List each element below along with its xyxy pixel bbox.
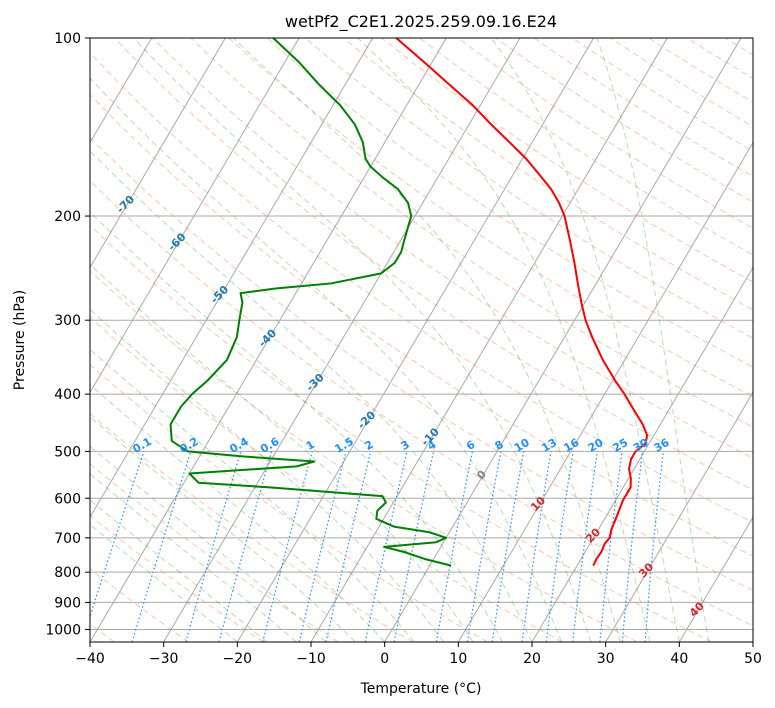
y-tick-label: 700 (54, 531, 81, 547)
mixing-ratio-line (131, 451, 192, 642)
isotherm-line (163, 38, 521, 642)
dry-adiabat-lines (90, 38, 753, 642)
isotherm-line (384, 38, 742, 642)
isotherm-line (678, 516, 753, 642)
x-axis-ticks: −40 −30 −20 −10 0 10 20 30 40 50 (75, 642, 762, 667)
x-tick-label: −20 (223, 651, 253, 667)
y-tick-label: 100 (54, 31, 81, 47)
moist-adiabat-line (133, 38, 592, 642)
isotherm-line (90, 38, 300, 394)
moist-adiabat-line (90, 308, 445, 642)
y-axis-ticks: 100 200 300 400 500 600 700 800 900 1000 (45, 31, 90, 638)
dry-adiabat-line (90, 180, 753, 627)
chart-title: wetPf2_C2E1.2025.259.09.16.E24 (285, 12, 557, 32)
x-tick-label: 10 (449, 651, 467, 667)
dry-adiabat-line (114, 38, 753, 491)
x-tick-label: 0 (380, 651, 389, 667)
mixing-ratio-lines (90, 451, 664, 642)
moist-adiabat-line (90, 416, 356, 642)
dry-adiabat-line (90, 568, 190, 642)
dry-adiabat-line (90, 52, 753, 524)
mixing-ratio-line (218, 451, 273, 642)
mixing-ratio-line (572, 451, 598, 642)
y-tick-label: 600 (54, 491, 81, 507)
y-tick-label: 400 (54, 387, 81, 403)
mixing-ratio-line (599, 451, 623, 642)
moist-adiabat-line (357, 38, 651, 642)
moist-adiabat-line (90, 150, 533, 642)
x-tick-label: −30 (149, 651, 179, 667)
y-tick-label: 1000 (45, 622, 81, 638)
moist-adiabat-line (232, 38, 621, 642)
mixing-ratio-line (521, 451, 552, 642)
dry-adiabat-line (90, 413, 414, 642)
mixing-ratio-line (185, 451, 242, 642)
dry-adiabat-line (152, 38, 753, 459)
profile-lines (169, 38, 649, 567)
pressure-gridlines (90, 38, 753, 630)
isotherm-line (90, 38, 226, 269)
dry-adiabat-line (90, 514, 264, 642)
y-tick-label: 900 (54, 595, 81, 611)
x-tick-label: 40 (670, 651, 688, 667)
moist-adiabat-line (490, 38, 680, 642)
dewpoint-profile-line (169, 38, 452, 567)
moist-adiabat-line (90, 77, 562, 642)
y-axis-label: Pressure (hPa) (12, 290, 28, 390)
y-tick-label: 800 (54, 565, 81, 581)
plot-area: -100-90-80-70-60-50-40-30-20-10010203040… (90, 38, 753, 642)
y-tick-label: 500 (54, 444, 81, 460)
mixing-ratio-line (298, 451, 347, 642)
isotherm-lines (90, 38, 753, 642)
moist-adiabat-line (90, 473, 297, 642)
x-tick-label: 50 (744, 651, 762, 667)
dry-adiabat-line (90, 364, 488, 642)
dry-adiabat-line (90, 94, 753, 557)
moist-adiabat-lines (90, 38, 710, 642)
mixing-ratio-line (621, 451, 644, 642)
x-tick-label: 20 (523, 651, 541, 667)
dry-adiabat-line (90, 224, 712, 642)
dry-adiabat-line (266, 38, 753, 368)
moist-adiabat-line (596, 38, 710, 642)
y-tick-label: 300 (54, 313, 81, 329)
dry-adiabat-line (304, 38, 753, 339)
mixing-ratio-line (491, 451, 525, 642)
isotherm-line (236, 38, 595, 642)
mixing-ratio-line (325, 451, 372, 642)
isotherm-line (310, 38, 668, 642)
plot-frame (89, 37, 754, 643)
temperature-profile-line (395, 38, 649, 567)
moist-adiabat-line (90, 384, 386, 642)
isotherm-line (90, 38, 153, 144)
mixing-ratio-line (545, 451, 574, 642)
isotherm-line (605, 391, 753, 642)
moist-adiabat-line (90, 445, 327, 642)
isotherm-line (90, 38, 447, 642)
x-tick-label: 30 (597, 651, 615, 667)
x-axis-label: Temperature (°C) (360, 681, 482, 697)
y-tick-label: 200 (54, 209, 81, 225)
moist-adiabat-line (90, 263, 474, 642)
isotherm-line (531, 266, 753, 642)
isotherm-line (90, 38, 374, 519)
isotherm-line (457, 141, 753, 642)
x-tick-label: −40 (75, 651, 105, 667)
mixing-ratio-line (262, 451, 313, 642)
x-tick-label: −10 (296, 651, 326, 667)
